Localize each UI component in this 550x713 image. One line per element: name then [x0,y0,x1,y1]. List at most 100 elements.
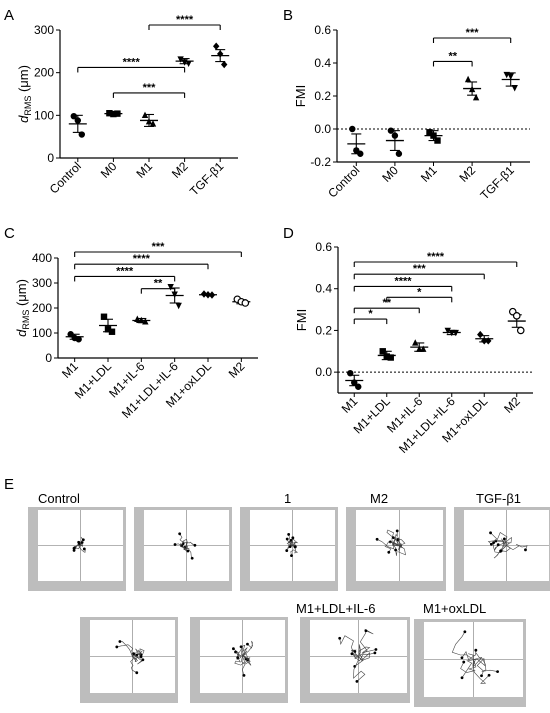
track-endpoint [190,556,194,560]
track-path [487,540,507,547]
data-point [108,328,116,335]
track-endpoint [239,645,243,649]
sig-label: * [368,308,373,320]
data-point [387,127,395,134]
chart-d-fmi: 0.00.20.40.6FMIM1M1+LDLM1+IL-6M1+LDL+IL-… [294,240,533,456]
data-point [420,345,427,352]
data-point [241,299,250,307]
track-path [493,545,507,559]
y-tick-label: 0 [47,151,54,165]
track-endpoint [487,673,491,677]
data-point [512,312,521,320]
data-point [177,56,184,63]
track-endpoint [246,642,249,646]
data-point [464,75,472,83]
track-endpoint [462,660,466,664]
traj-title-control: Control [38,491,80,506]
y-tick-label: 0.4 [314,56,331,70]
data-point [104,326,112,333]
trajectory-plot [28,507,126,591]
x-tick-label: M1 [133,159,155,181]
track-endpoint [524,548,527,552]
y-axis-label-unit: (μm) [16,65,31,96]
sig-label: ** [154,278,163,290]
track-path [185,545,193,559]
panel-label-e: E [4,476,14,493]
data-point [395,150,403,157]
sig-label: **** [394,275,412,287]
trajectory-plot [134,507,232,591]
track-path [394,538,406,556]
data-point [452,329,459,337]
data-point [511,85,518,92]
data-point [430,132,437,139]
track-path [390,541,403,551]
traj-title-m1-oxldl: M1+oxLDL [423,601,486,616]
track-endpoint [387,550,391,554]
y-tick-label: 100 [32,326,52,340]
x-tick-label: M1 [418,163,440,185]
track-endpoint [496,543,500,547]
sig-label: ** [382,297,391,309]
traj-title-m2: M2 [370,491,388,506]
track-path [132,648,143,657]
data-point [70,112,78,120]
data-point [347,369,354,377]
track-path [461,651,476,661]
y-axis-label: FMI [294,309,309,331]
track-path [386,529,400,546]
data-point [142,318,149,325]
sig-label: *** [143,82,157,94]
y-tick-label: 200 [34,66,54,80]
data-point [78,131,86,138]
track-path [394,530,400,546]
data-point [485,337,492,345]
sig-label: **** [116,265,134,277]
y-tick-label: 0.2 [314,89,331,103]
panel-label-c: C [4,225,15,242]
track-endpoint [81,538,85,542]
track-endpoint [394,548,397,552]
track-endpoint [72,549,76,552]
track-path [234,656,246,666]
track-endpoint [132,652,136,655]
traj-title-tgf: TGF-β1 [476,491,521,506]
x-tick-label: M1+LDL [351,394,393,436]
x-tick-label: M2 [501,394,523,416]
trajectory-plot [240,507,338,591]
track-endpoint [82,547,86,551]
y-tick-label: 0.0 [315,365,332,379]
track-path [490,532,508,546]
data-point [149,120,157,127]
track-path [473,650,482,668]
panel-label-d: D [283,225,294,242]
y-tick-label: -0.2 [310,155,331,169]
data-point [74,117,82,124]
x-tick-label: M2 [169,159,191,181]
track-path [339,635,359,657]
track-path [73,544,81,551]
track-endpoint [180,544,184,548]
data-point [387,354,394,361]
trajectory-plot [300,617,410,703]
trajectory-plot [414,619,526,707]
track-endpoint [480,674,483,678]
track-endpoint [186,549,190,553]
traj-title-m1-ldl-il6: M1+LDL+IL-6 [296,601,376,616]
track-endpoint [289,538,293,542]
data-point [357,150,364,157]
sig-label: **** [176,14,194,26]
data-point [516,326,525,335]
track-path [116,644,134,657]
data-point [208,291,216,299]
y-axis-label: dRMS (μm) [14,279,31,337]
x-tick-label: M0 [98,159,120,181]
track-endpoint [291,536,295,540]
sig-label: *** [466,27,480,39]
y-axis-label-unit: (μm) [14,279,29,310]
track-endpoint [72,546,76,550]
track-endpoint [244,657,248,661]
